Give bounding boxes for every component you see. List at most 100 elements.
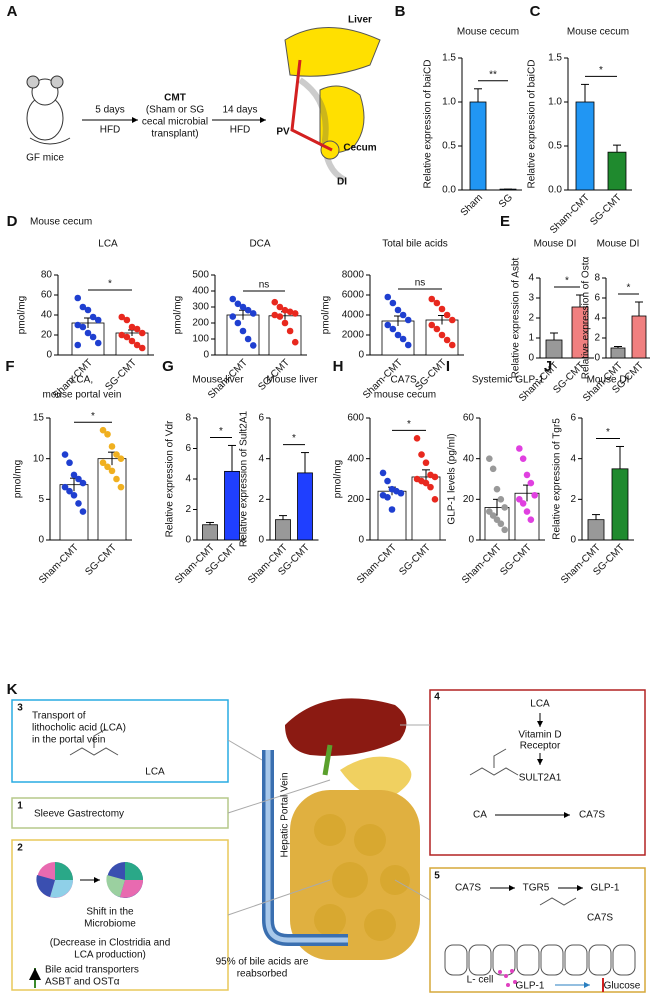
y-tick-label: 2 (528, 313, 534, 324)
data-point (138, 329, 146, 337)
y-tick-label: 8 (185, 413, 191, 424)
chart-title: mouse cecum (374, 390, 436, 401)
box-text: in the portal vein (32, 735, 105, 746)
data-point (519, 455, 527, 462)
panel-letter: I (446, 358, 450, 375)
data-point (379, 469, 387, 477)
data-point (123, 316, 131, 324)
data-point (89, 333, 97, 341)
data-point (271, 311, 279, 319)
y-tick-label: 60 (463, 413, 475, 424)
data-point (99, 426, 107, 434)
y-tick-label: 4 (594, 313, 600, 324)
step-number: 4 (434, 692, 440, 703)
data-point (74, 294, 82, 302)
data-point (79, 303, 87, 311)
y-tick-label: 6 (185, 443, 191, 454)
data-point (276, 303, 284, 311)
y-axis-label: pmol/mg (321, 296, 332, 334)
panel-letter: E (500, 213, 510, 230)
data-point (123, 333, 131, 341)
molecule-label: CA7S (587, 913, 613, 924)
significance-label: * (108, 279, 112, 290)
significance-label: * (565, 276, 569, 287)
bar (224, 470, 240, 541)
chart-title: Mouse cecum (567, 27, 629, 38)
label: cecal microbial (142, 117, 208, 128)
data-point (394, 331, 402, 339)
data-point (527, 479, 535, 487)
data-point (75, 475, 82, 483)
y-tick-label: 500 (192, 270, 209, 281)
data-point (138, 344, 146, 352)
bar (202, 524, 218, 541)
data-point (422, 479, 430, 487)
pathway-step: CA7S (455, 883, 481, 894)
data-point (501, 526, 508, 534)
significance-label: * (407, 419, 411, 430)
organ-label: Liver (348, 15, 372, 26)
y-axis-label: Relative expression of Ostα (581, 257, 592, 380)
data-point (79, 508, 87, 515)
y-tick-label: 2 (258, 494, 264, 505)
y-tick-label: 0 (185, 535, 191, 546)
label: GF mice (26, 153, 64, 164)
y-tick-label: 3 (528, 293, 534, 304)
data-point (108, 443, 116, 450)
bar (97, 458, 127, 541)
bar (71, 322, 105, 356)
data-point (404, 316, 412, 324)
box-text: Bile acid transporters (45, 965, 139, 976)
panel-heading: Mouse cecum (30, 217, 92, 228)
data-point (431, 473, 439, 481)
bar (226, 314, 260, 356)
molecule-label: CA (473, 810, 487, 821)
box-text: Shift in the (86, 907, 134, 918)
organ-label: PV (276, 127, 290, 138)
box-text: lithocholic acid (LCA) (32, 723, 126, 734)
data-point (271, 298, 279, 306)
data-point (448, 341, 456, 349)
y-tick-label: 20 (463, 494, 475, 505)
y-tick-label: 2 (185, 504, 191, 515)
y-tick-label: 1.0 (548, 97, 562, 108)
y-tick-label: 2 (594, 333, 600, 344)
pathway-step: GLP-1 (591, 883, 620, 894)
pathway-step: TGR5 (523, 883, 550, 894)
data-point (249, 342, 257, 349)
chart-title: Mouse DI (587, 375, 630, 386)
molecule-label: LCA (145, 767, 165, 778)
note: reabsorbed (237, 969, 288, 980)
data-point (519, 500, 527, 507)
chart-title: Mouse liver (192, 375, 244, 386)
bar (297, 472, 313, 541)
y-axis-label: GLP-1 levels (pg/ml) (447, 433, 458, 524)
hormone-label: GLP-1 (516, 981, 545, 992)
panel-k-art (11, 689, 646, 993)
panel-letter: F (5, 358, 14, 375)
data-point (281, 306, 289, 314)
bar (575, 101, 595, 191)
significance-label: * (91, 411, 95, 422)
vein-label: Hepatic Portal Vein (280, 772, 291, 857)
bar (545, 339, 563, 359)
chart-title: mouse portal vein (43, 390, 122, 401)
data-point (108, 467, 116, 475)
data-point (427, 483, 434, 491)
data-point (443, 311, 451, 319)
label: 14 days (222, 105, 257, 116)
data-point (66, 459, 73, 467)
data-point (399, 335, 407, 343)
data-point (84, 306, 92, 314)
data-point (117, 455, 125, 462)
data-point (99, 459, 107, 467)
label: HFD (230, 125, 251, 136)
y-tick-label: 0.5 (548, 141, 562, 152)
data-point (61, 483, 69, 491)
data-point (79, 479, 87, 487)
data-point (79, 323, 87, 331)
label: CMT (164, 93, 186, 104)
significance-label: * (219, 426, 223, 437)
chart-title: CA7S, (391, 375, 420, 386)
